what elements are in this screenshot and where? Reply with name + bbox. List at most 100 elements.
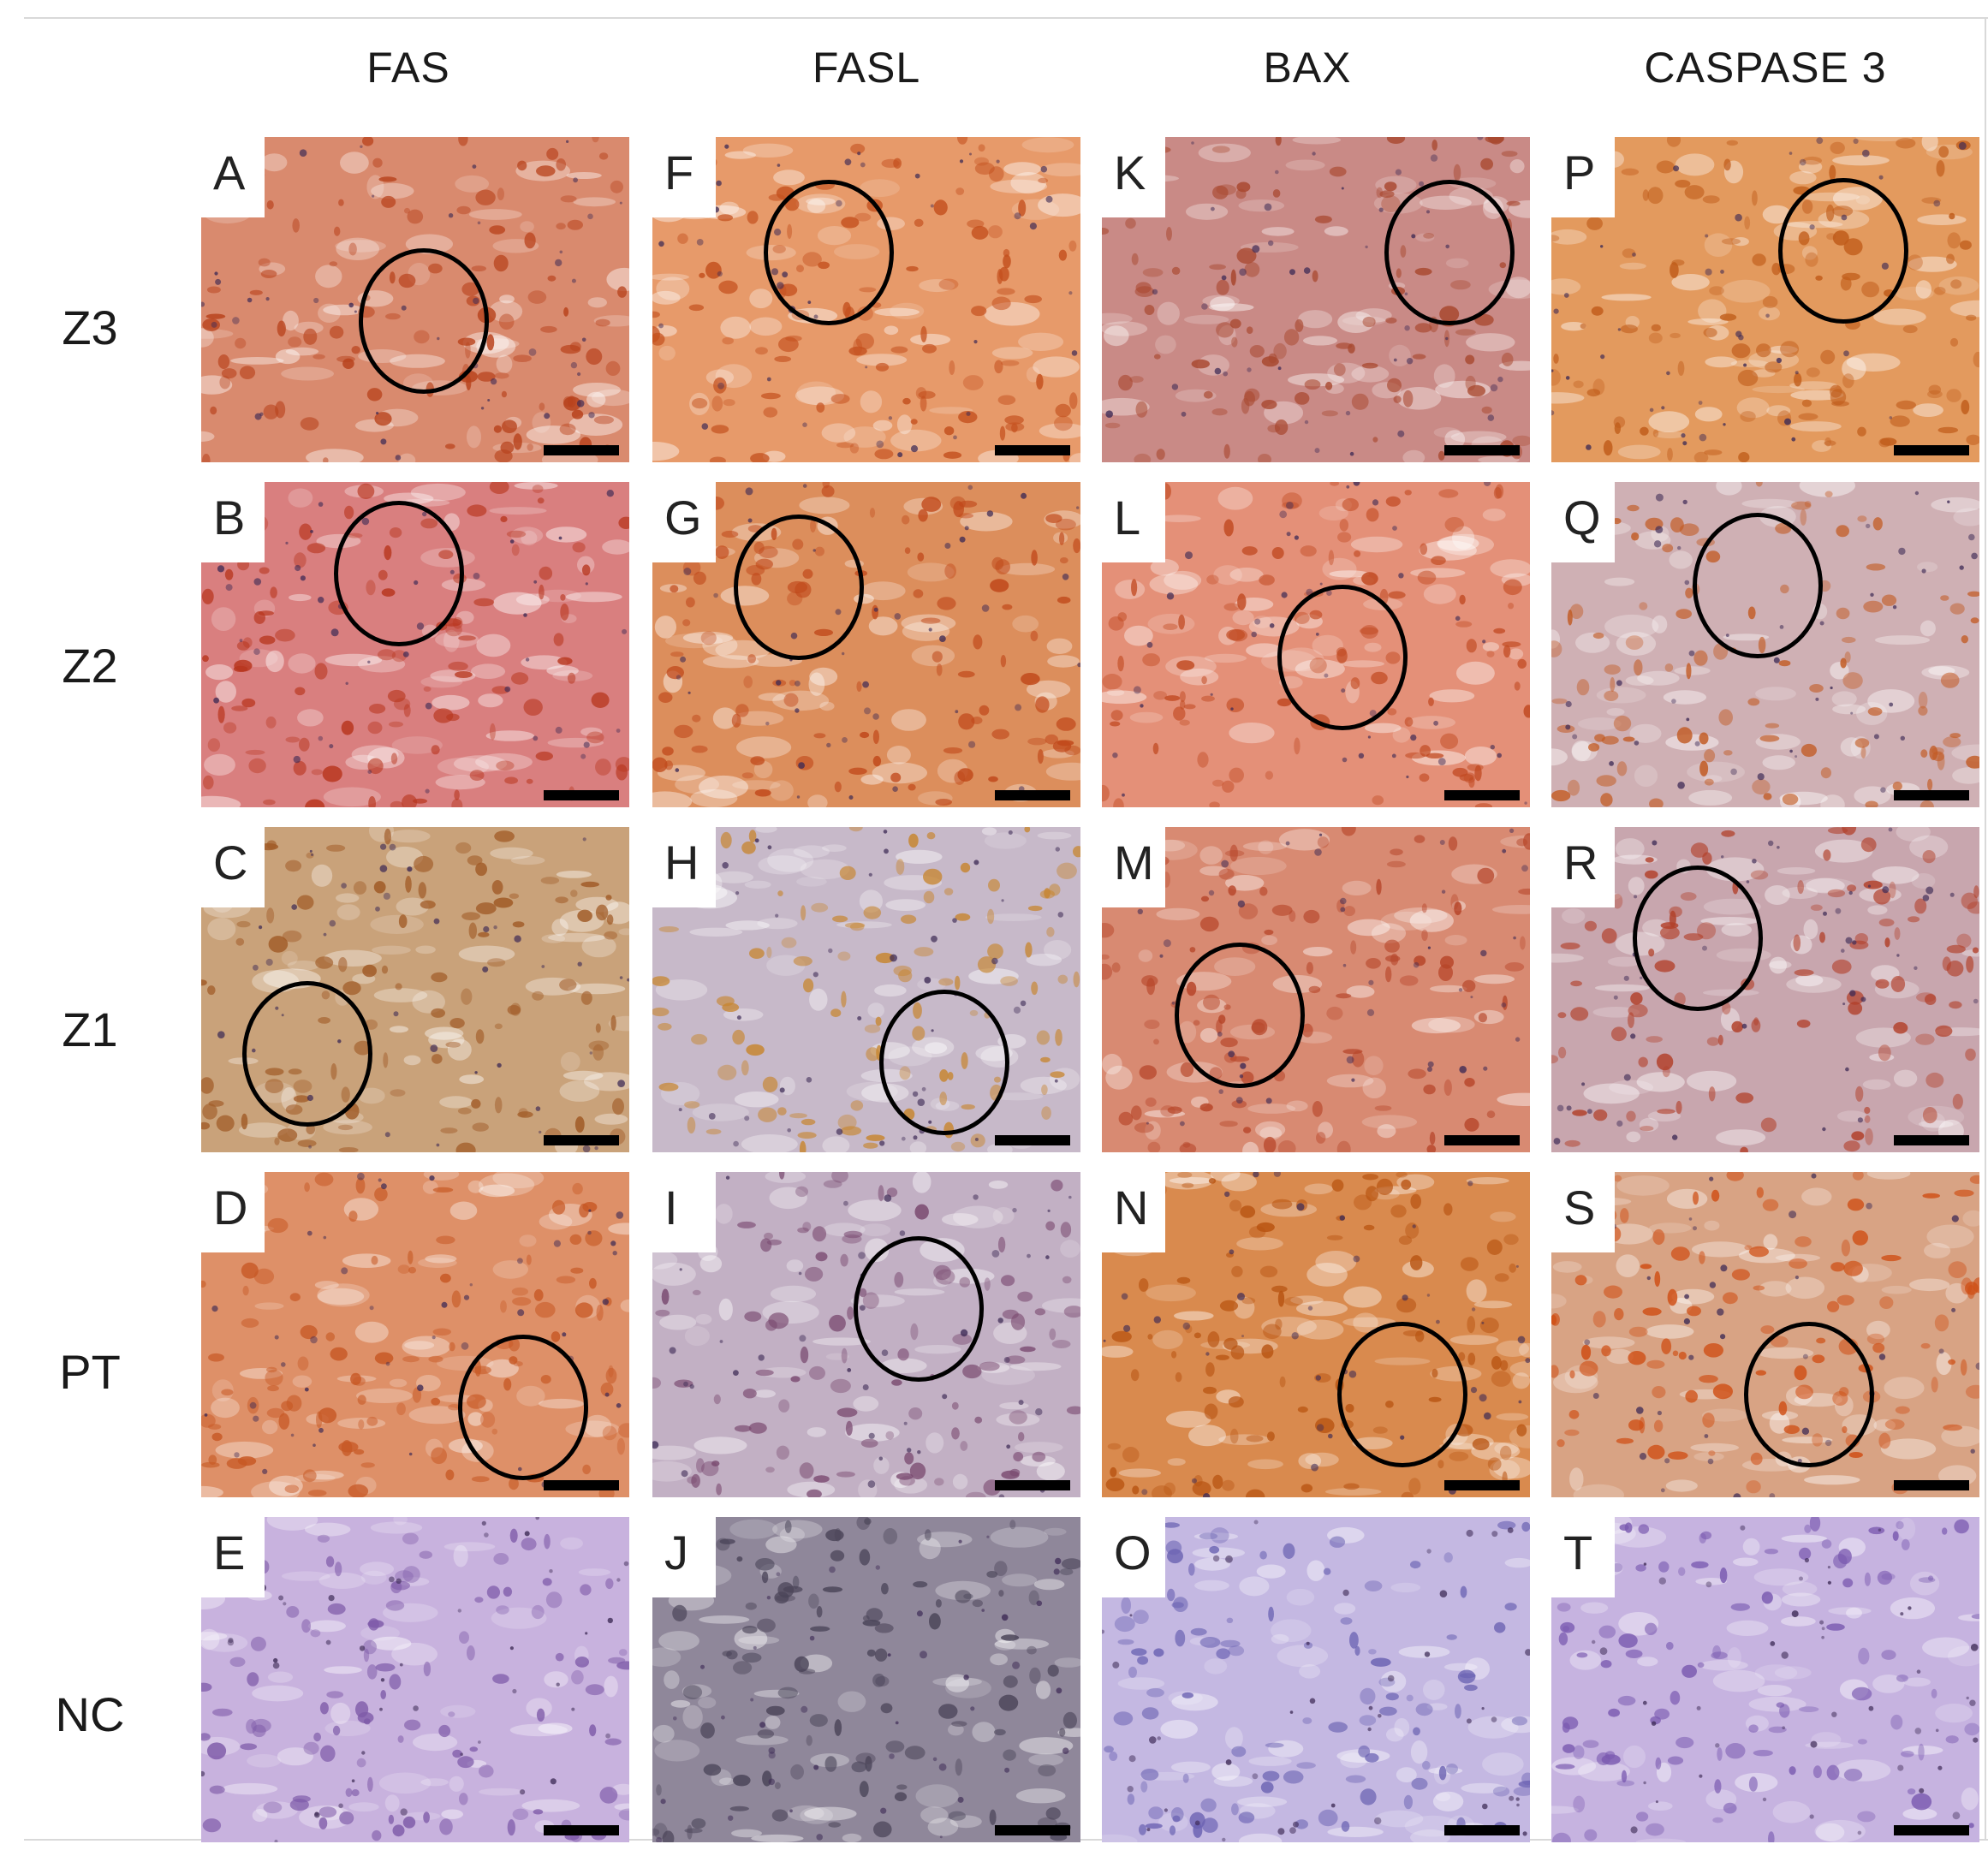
column-header-caspase-3: CASPASE 3 [1644, 44, 1887, 92]
scale-bar [1444, 1135, 1520, 1145]
panel-letter-badge: C [201, 827, 265, 907]
tissue-texture [1102, 1172, 1530, 1497]
micrograph-panel-c: C [201, 827, 629, 1152]
highlight-circle [1693, 513, 1823, 658]
scale-bar [995, 790, 1070, 800]
highlight-circle [1778, 178, 1908, 324]
panel-letter: N [1114, 1181, 1149, 1234]
scale-bar [544, 1825, 619, 1835]
panel-letter: J [664, 1526, 688, 1579]
tissue-texture [201, 827, 629, 1152]
scale-bar [1894, 1135, 1969, 1145]
row-label-pt: PT [59, 1345, 121, 1399]
scale-bar [1444, 1480, 1520, 1490]
micrograph-panel-p: P [1551, 137, 1979, 462]
panel-letter-badge: L [1102, 482, 1165, 562]
tissue-texture [1102, 1517, 1530, 1842]
panel-letter: R [1563, 836, 1598, 889]
scale-bar [544, 1480, 619, 1490]
tissue-texture [652, 1517, 1080, 1842]
micrograph-panel-q: Q [1551, 482, 1979, 807]
panel-letter: L [1114, 491, 1141, 544]
panel-letter: C [213, 836, 248, 889]
micrograph-panel-i: I [652, 1172, 1080, 1497]
column-header-fasl: FASL [812, 44, 921, 92]
panel-letter: S [1563, 1181, 1596, 1234]
panel-letter: D [213, 1181, 248, 1234]
tissue-texture [1102, 827, 1530, 1152]
micrograph-panel-f: F [652, 137, 1080, 462]
panel-letter: O [1114, 1526, 1152, 1579]
panel-letter-badge: B [201, 482, 265, 562]
scale-bar [995, 1135, 1070, 1145]
micrograph-panel-g: G [652, 482, 1080, 807]
micrograph-panel-a: A [201, 137, 629, 462]
panel-letter: G [664, 491, 702, 544]
row-label-z1: Z1 [62, 1002, 118, 1056]
highlight-circle [854, 1236, 984, 1382]
panel-letter-badge: S [1551, 1172, 1615, 1252]
scale-bar [1894, 1480, 1969, 1490]
panel-letter: B [213, 491, 246, 544]
micrograph-panel-j: J [652, 1517, 1080, 1842]
highlight-circle [1633, 866, 1763, 1011]
panel-letter-badge: K [1102, 137, 1165, 217]
scale-bar [995, 1825, 1070, 1835]
micrograph-panel-n: N [1102, 1172, 1530, 1497]
highlight-circle [334, 501, 464, 646]
tissue-texture [1551, 137, 1979, 462]
scale-bar [1894, 1825, 1969, 1835]
panel-letter-badge: J [652, 1517, 716, 1597]
scale-bar [544, 790, 619, 800]
highlight-circle [1277, 585, 1408, 730]
highlight-circle [734, 515, 864, 660]
panel-letter: F [664, 146, 694, 199]
tissue-texture [1551, 1517, 1979, 1842]
row-label-z2: Z2 [62, 639, 118, 693]
row-label-z3: Z3 [62, 300, 118, 354]
highlight-circle [458, 1335, 588, 1480]
scale-bar [1444, 790, 1520, 800]
tissue-texture [1551, 827, 1979, 1152]
panel-letter-badge: F [652, 137, 716, 217]
scale-bar [1894, 445, 1969, 455]
tissue-texture [652, 827, 1080, 1152]
panel-letter-badge: I [652, 1172, 716, 1252]
tissue-texture [652, 482, 1080, 807]
panel-letter: A [213, 146, 246, 199]
panel-letter: T [1563, 1526, 1593, 1579]
micrograph-panel-s: S [1551, 1172, 1979, 1497]
frame-right-line [1985, 17, 1986, 1841]
panel-letter: K [1114, 146, 1146, 199]
scale-bar [1444, 445, 1520, 455]
highlight-circle [1744, 1322, 1874, 1467]
panel-letter-badge: G [652, 482, 716, 562]
panel-letter-badge: T [1551, 1517, 1615, 1597]
panel-letter: M [1114, 836, 1154, 889]
panel-letter: H [664, 836, 699, 889]
panel-letter-badge: O [1102, 1517, 1165, 1597]
panel-letter-badge: D [201, 1172, 265, 1252]
micrograph-panel-t: T [1551, 1517, 1979, 1842]
micrograph-panel-e: E [201, 1517, 629, 1842]
row-label-nc: NC [55, 1687, 125, 1741]
panel-letter-badge: Q [1551, 482, 1615, 562]
panel-letter-badge: E [201, 1517, 265, 1597]
highlight-circle [242, 981, 372, 1127]
panel-letter: E [213, 1526, 246, 1579]
tissue-texture [201, 137, 629, 462]
tissue-texture [201, 1517, 629, 1842]
column-header-fas: FAS [366, 44, 450, 92]
scale-bar [1444, 1825, 1520, 1835]
highlight-circle [764, 180, 894, 325]
frame-top-line [24, 17, 1988, 19]
highlight-circle [1175, 943, 1305, 1088]
panel-letter-badge: R [1551, 827, 1615, 907]
tissue-texture [201, 482, 629, 807]
scale-bar [544, 445, 619, 455]
highlight-circle [1384, 180, 1515, 325]
micrograph-panel-l: L [1102, 482, 1530, 807]
panel-letter: P [1563, 146, 1596, 199]
panel-letter-badge: H [652, 827, 716, 907]
